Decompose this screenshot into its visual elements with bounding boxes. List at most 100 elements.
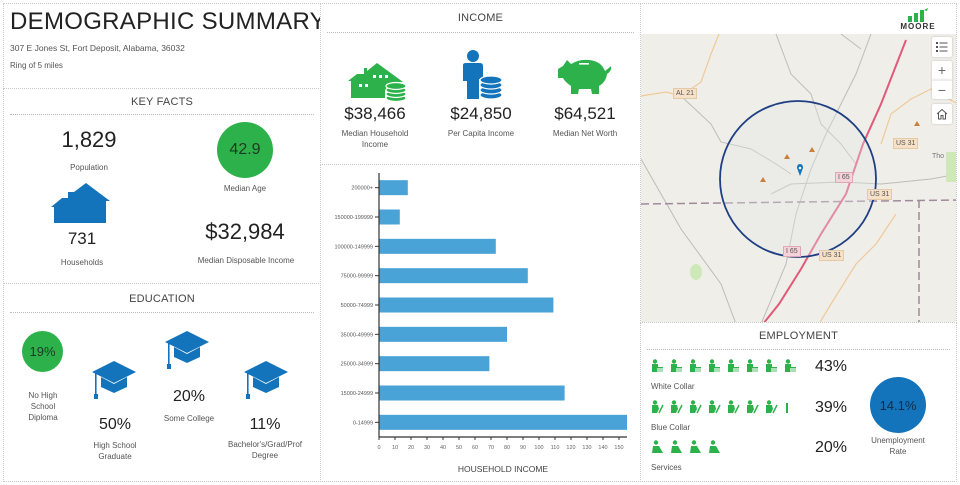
bar-25000-34999[interactable] (379, 356, 490, 372)
home-button[interactable] (932, 104, 952, 124)
blue-collar-value: 39% (814, 399, 848, 416)
high-school-value: 50% (98, 416, 132, 433)
blue-collar-label: Blue Collar (651, 423, 691, 432)
x-tick-label: 150 (614, 445, 623, 451)
bar-50000-74999[interactable] (379, 297, 554, 313)
employment-panel: EMPLOYMENT White Collar Blue Collar Servic… (640, 322, 957, 482)
label-line: Income (361, 140, 389, 149)
households-label: Households (60, 258, 104, 267)
blue-collar-icon (690, 400, 702, 414)
x-tick-label: 50 (456, 445, 462, 451)
bar-0-14999[interactable] (379, 414, 627, 430)
median-household-income-value: $38,466 (344, 104, 406, 123)
legend-button[interactable] (932, 37, 952, 57)
high-school-label: High School Graduate (82, 440, 148, 462)
services-label: Services (651, 463, 682, 472)
blue-collar-icon (671, 400, 683, 414)
graduation-cap-icon (165, 331, 209, 369)
median-household-income-label: Median Household Income (325, 128, 425, 150)
logo-text: MOORE (900, 22, 936, 31)
bar-100000-149999[interactable] (379, 238, 496, 254)
median-disposable-income-value: $32,984 (205, 219, 285, 244)
bar-35000-49999[interactable] (379, 326, 507, 342)
y-tick-label: 75000-99999 (341, 274, 373, 280)
y-tick-label: 15000-24999 (341, 391, 373, 397)
person-coins-icon (463, 50, 503, 100)
white-collar-icon (785, 359, 796, 372)
route-label-al21: AL 21 (673, 88, 698, 99)
route-label-us31: US 31 (893, 138, 919, 149)
x-axis-title: HOUSEHOLD INCOME (458, 464, 549, 474)
label-line: No High (28, 391, 58, 400)
blue-collar-icon (766, 400, 778, 414)
x-tick-label: 70 (488, 445, 494, 451)
page-title: DEMOGRAPHIC SUMMARY (10, 8, 326, 35)
label-line: Degree (251, 451, 279, 460)
address: 307 E Jones St, Fort Deposit, Alabama, 3… (10, 43, 185, 53)
x-tick-label: 140 (598, 445, 607, 451)
bar-75000-99999[interactable] (379, 268, 528, 284)
label-line: Rate (889, 447, 907, 456)
blue-collar-icon (728, 400, 740, 414)
services-icon (690, 440, 701, 453)
services-icon (652, 440, 663, 453)
y-tick-label: 50000-74999 (341, 303, 373, 309)
place-label: Tho (932, 153, 945, 160)
x-tick-label: 10 (392, 445, 398, 451)
home-icon (936, 108, 948, 120)
label-line: Graduate (98, 452, 132, 461)
unemployment-label: Unemployment Rate (855, 435, 941, 457)
label-line: Diploma (28, 413, 58, 422)
white-collar-icon (652, 359, 663, 372)
map-canvas[interactable]: AL 21 US 31 I 65 I 65 US 31 US 31 Tho + … (641, 34, 956, 322)
divider (327, 32, 634, 33)
bar-15000-24999[interactable] (379, 385, 565, 401)
legend-list-icon (936, 42, 948, 52)
white-collar-icon (766, 359, 777, 372)
x-tick-label: 20 (408, 445, 414, 451)
route-label-us31-east: US 31 (867, 189, 893, 200)
route-label-us31-south: US 31 (819, 250, 845, 261)
x-tick-label: 0 (377, 445, 380, 451)
x-tick-label: 60 (472, 445, 478, 451)
bar-150000-199999[interactable] (379, 209, 400, 225)
y-tick-label: 100000-149999 (334, 244, 373, 250)
median-net-worth-value: $64,521 (554, 104, 616, 123)
no-diploma-circle: 19% (22, 331, 63, 372)
median-age-circle: 42.9 (217, 122, 273, 178)
zoom-in-button[interactable]: + (932, 61, 952, 80)
x-tick-label: 120 (566, 445, 575, 451)
y-tick-label: 200000+ (351, 186, 373, 192)
no-diploma-value: 19% (29, 344, 56, 359)
education-title: EDUCATION (129, 293, 195, 305)
piggy-bank-icon (558, 59, 612, 94)
house-icon (51, 183, 110, 223)
x-tick-label: 110 (551, 445, 560, 451)
education-panel: EDUCATION 19% No High School Diploma 50%… (3, 283, 321, 482)
household-income-chart-panel: 200000+ 150000-199999 100000-149999 75000-9… (320, 164, 641, 482)
white-collar-icon (690, 359, 701, 372)
map-features (641, 34, 956, 322)
services-icon (709, 440, 720, 453)
zoom-out-button[interactable]: − (932, 80, 952, 99)
x-tick-label: 40 (440, 445, 446, 451)
median-age-value: 42.9 (229, 141, 261, 158)
bar-200000+[interactable] (379, 180, 408, 196)
some-college-label: Some College (163, 414, 215, 423)
label-line: School (30, 402, 56, 411)
bachelors-label: Bachelor's/Grad/Prof Degree (218, 439, 312, 461)
ring-radius: Ring of 5 miles (10, 61, 63, 70)
y-tick-label: 25000-34999 (341, 362, 373, 368)
moore-logo: MOORE (894, 8, 942, 32)
header-panel: DEMOGRAPHIC SUMMARY 307 E Jones St, Fort… (3, 3, 326, 89)
key-facts-title: KEY FACTS (130, 96, 194, 108)
route-label-i65: I 65 (835, 172, 853, 183)
median-disposable-income-label: Median Disposable Income (197, 256, 295, 265)
per-capita-income-value: $24,850 (450, 104, 512, 123)
x-tick-label: 80 (504, 445, 510, 451)
unemployment-circle: 14.1% (870, 377, 926, 433)
houses-coins-icon (348, 63, 407, 102)
graduation-cap-icon (244, 361, 288, 399)
white-collar-icon (747, 359, 758, 372)
population-label: Population (70, 163, 108, 172)
